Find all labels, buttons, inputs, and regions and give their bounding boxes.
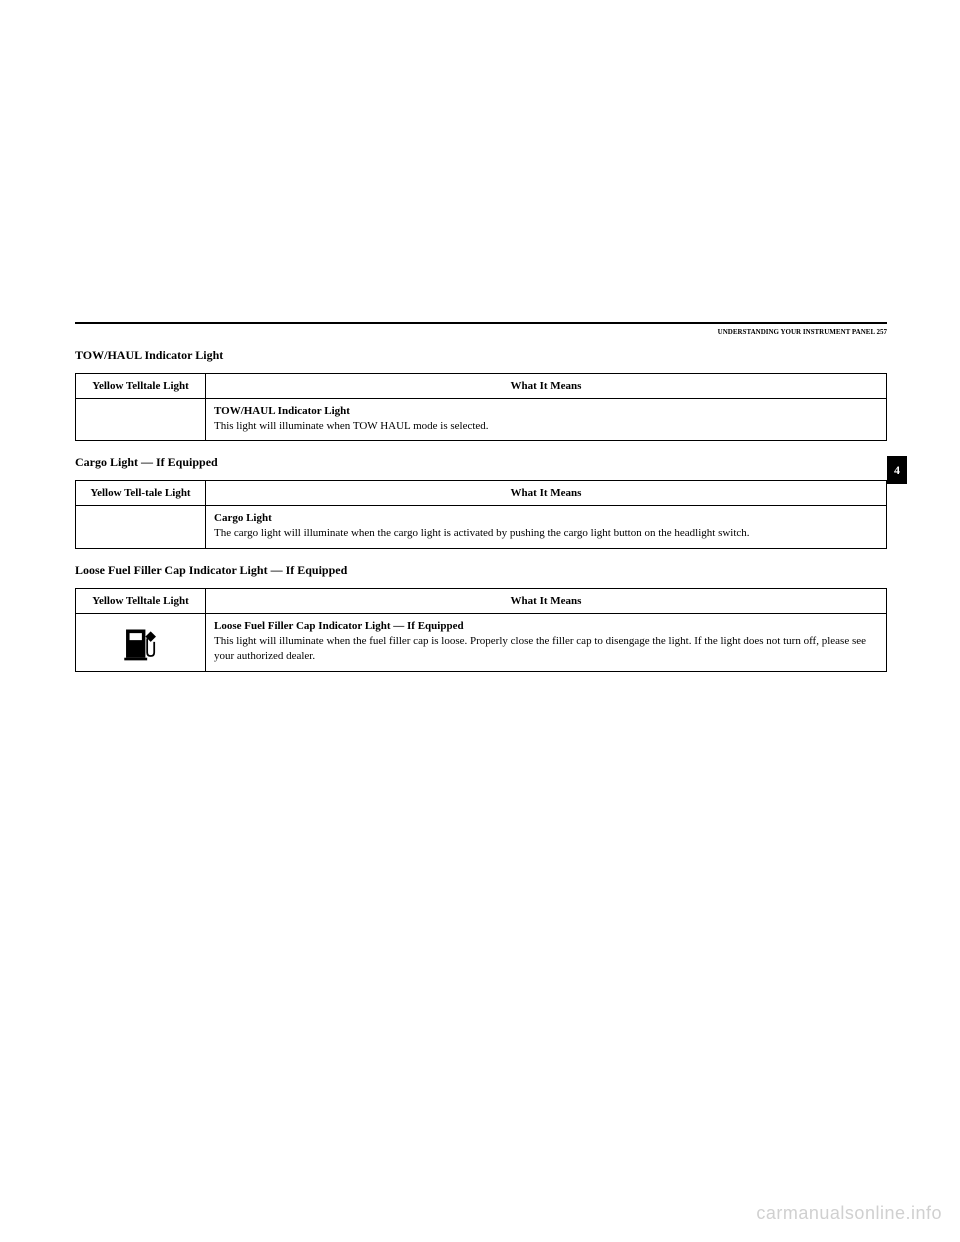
desc-cell-3: Loose Fuel Filler Cap Indicator Light — … (206, 613, 887, 671)
icon-cell-2 (76, 506, 206, 548)
desc-text-1: This light will illuminate when TOW HAUL… (214, 419, 878, 434)
table-header-col1: Yellow Tell-tale Light (76, 481, 206, 506)
watermark: carmanualsonline.info (756, 1203, 942, 1224)
desc-cell-1: TOW/HAUL Indicator Light This light will… (206, 399, 887, 441)
icon-cell-3 (76, 613, 206, 671)
section-title-2: Cargo Light — If Equipped (75, 455, 887, 470)
section-title-3: Loose Fuel Filler Cap Indicator Light — … (75, 563, 887, 578)
section-title-1: TOW/HAUL Indicator Light (75, 348, 887, 363)
table-1: Yellow Telltale Light What It Means TOW/… (75, 373, 887, 441)
desc-title-3: Loose Fuel Filler Cap Indicator Light — … (214, 620, 878, 632)
fuel-cap-icon (119, 619, 163, 663)
table-header-col1: Yellow Telltale Light (76, 374, 206, 399)
desc-title-1: TOW/HAUL Indicator Light (214, 405, 878, 417)
icon-cell-1 (76, 399, 206, 441)
desc-title-2: Cargo Light (214, 512, 878, 524)
table-header-col2: What It Means (206, 374, 887, 399)
table-header-col2: What It Means (206, 588, 887, 613)
table-header-col2: What It Means (206, 481, 887, 506)
table-header-col1: Yellow Telltale Light (76, 588, 206, 613)
desc-cell-2: Cargo Light The cargo light will illumin… (206, 506, 887, 548)
desc-text-2: The cargo light will illuminate when the… (214, 526, 878, 541)
table-2: Yellow Tell-tale Light What It Means Car… (75, 480, 887, 548)
header-rule (75, 322, 887, 324)
page-content: UNDERSTANDING YOUR INSTRUMENT PANEL 257 … (75, 322, 887, 686)
table-3: Yellow Telltale Light What It Means Loos… (75, 588, 887, 672)
desc-text-3: This light will illuminate when the fuel… (214, 634, 878, 665)
chapter-tab: 4 (887, 456, 907, 484)
page-header: UNDERSTANDING YOUR INSTRUMENT PANEL 257 (75, 328, 887, 336)
